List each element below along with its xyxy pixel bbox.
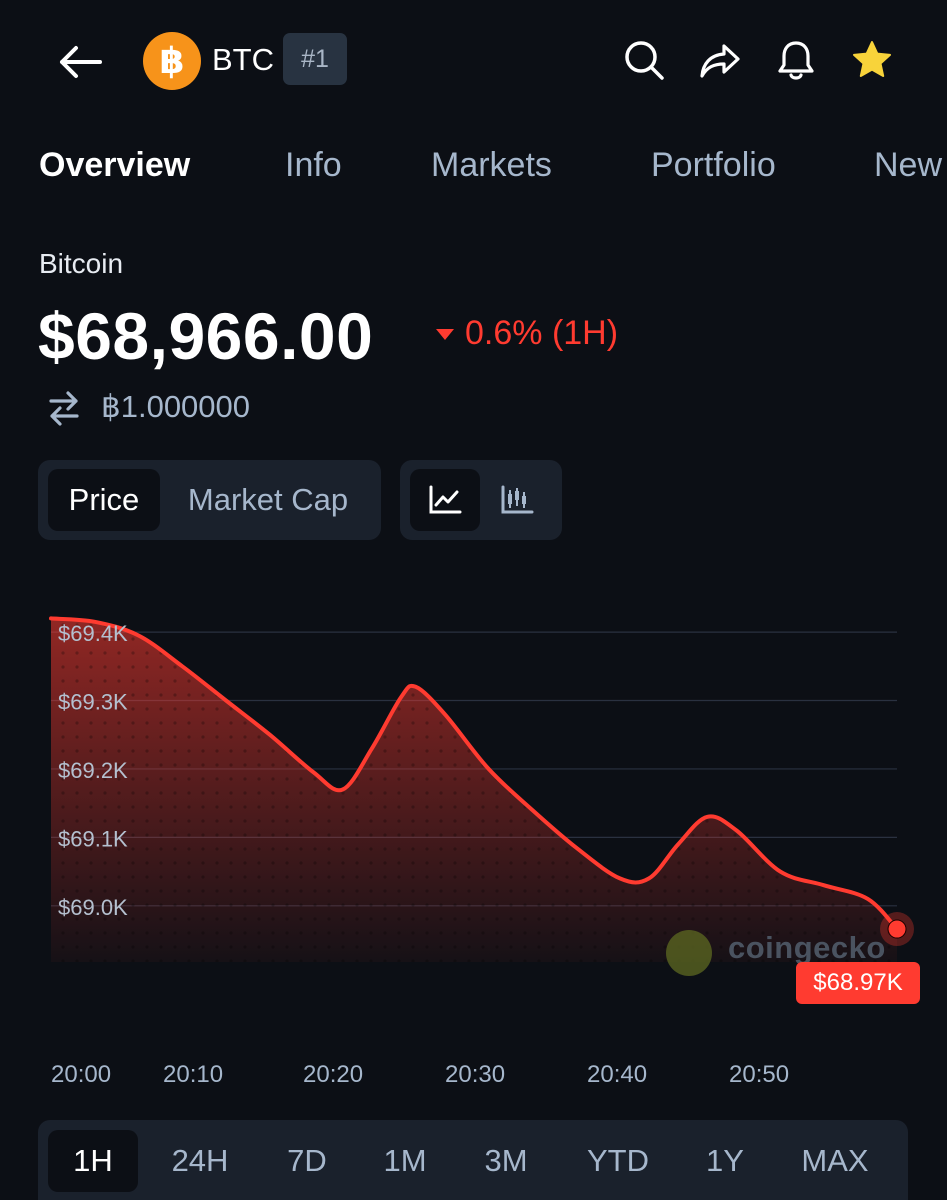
data-point	[822, 883, 826, 887]
x-axis-tick: 20:50	[729, 1061, 790, 1088]
coingecko-logo-icon	[666, 930, 712, 976]
candlestick-chart-button[interactable]	[482, 469, 552, 531]
data-point	[487, 767, 491, 771]
data-point	[137, 634, 141, 638]
search-icon[interactable]	[622, 38, 666, 82]
data-point	[530, 808, 534, 812]
data-point	[399, 695, 403, 699]
price-line	[49, 616, 899, 932]
data-point	[778, 870, 782, 874]
btc-conversion-value: ฿1.000000	[101, 389, 251, 424]
y-axis-tick: $69.4K	[58, 621, 128, 646]
caret-down-icon	[436, 329, 454, 340]
data-point	[866, 897, 870, 901]
share-icon[interactable]	[698, 38, 742, 82]
data-point	[180, 664, 184, 668]
price-toggle-button[interactable]: Price	[48, 469, 160, 531]
range-max-button[interactable]: MAX	[801, 1143, 869, 1178]
data-point	[574, 846, 578, 850]
data-point	[618, 876, 622, 880]
range-7d-button[interactable]: 7D	[287, 1143, 327, 1178]
line-chart-icon	[429, 485, 462, 514]
y-axis-tick: $69.3K	[58, 690, 128, 715]
bitcoin-glyph: ฿	[159, 40, 185, 82]
x-axis-tick: 20:40	[587, 1061, 648, 1088]
data-point	[735, 829, 739, 833]
data-point	[705, 815, 709, 819]
tab-info[interactable]: Info	[285, 146, 342, 184]
candlestick-chart-icon	[501, 485, 534, 514]
x-axis-tick: 20:30	[445, 1061, 506, 1088]
data-point	[341, 787, 345, 791]
price-area-dots	[51, 618, 897, 962]
range-1m-button[interactable]: 1M	[383, 1143, 427, 1178]
current-price: $68,966.00	[38, 299, 374, 373]
back-arrow-icon[interactable]	[56, 40, 104, 84]
y-axis-tick: $69.2K	[58, 758, 128, 783]
x-axis-tick: 20:20	[303, 1061, 364, 1088]
range-24h-button[interactable]: 24H	[171, 1143, 229, 1178]
range-ytd-button[interactable]: YTD	[587, 1143, 649, 1178]
tab-overview[interactable]: Overview	[39, 146, 191, 184]
last-price-marker	[887, 919, 907, 939]
coingecko-watermark: coingecko	[728, 930, 886, 965]
swap-icon[interactable]	[47, 390, 81, 426]
data-point	[49, 616, 53, 620]
y-axis-tick: $69.1K	[58, 826, 128, 851]
data-point	[676, 842, 680, 846]
data-point	[312, 770, 316, 774]
data-point	[224, 699, 228, 703]
tab-markets[interactable]: Markets	[431, 146, 552, 184]
tab-news[interactable]: New	[874, 146, 943, 184]
coin-symbol: BTC	[212, 42, 274, 77]
y-axis-tick: $69.0K	[58, 895, 128, 920]
rank-badge: #1	[283, 33, 347, 85]
x-axis-tick: 20:00	[51, 1061, 112, 1088]
data-point	[370, 746, 374, 750]
last-price-tag: $68.97K	[796, 962, 920, 1004]
data-point	[268, 733, 272, 737]
data-point	[647, 876, 651, 880]
bitcoin-logo-icon: ฿	[143, 32, 201, 90]
coin-name: Bitcoin	[39, 248, 124, 279]
star-icon[interactable]	[850, 38, 894, 82]
data-point	[414, 685, 418, 689]
price-chart[interactable]: $69.4K $69.3K $69.2K $69.1K $69.0K	[0, 590, 947, 1020]
line-chart-button[interactable]	[410, 469, 480, 531]
range-3m-button[interactable]: 3M	[484, 1143, 528, 1178]
tab-portfolio[interactable]: Portfolio	[651, 146, 776, 184]
x-axis-tick: 20:10	[163, 1061, 224, 1088]
time-range-selector	[38, 1120, 908, 1200]
market-cap-toggle-button[interactable]: Market Cap	[187, 482, 349, 517]
data-point	[443, 712, 447, 716]
price-change: 0.6% (1H)	[465, 314, 619, 352]
bell-icon[interactable]	[774, 38, 818, 82]
data-point	[93, 620, 97, 624]
range-1y-button[interactable]: 1Y	[706, 1143, 744, 1178]
range-1h-button[interactable]: 1H	[48, 1130, 138, 1192]
